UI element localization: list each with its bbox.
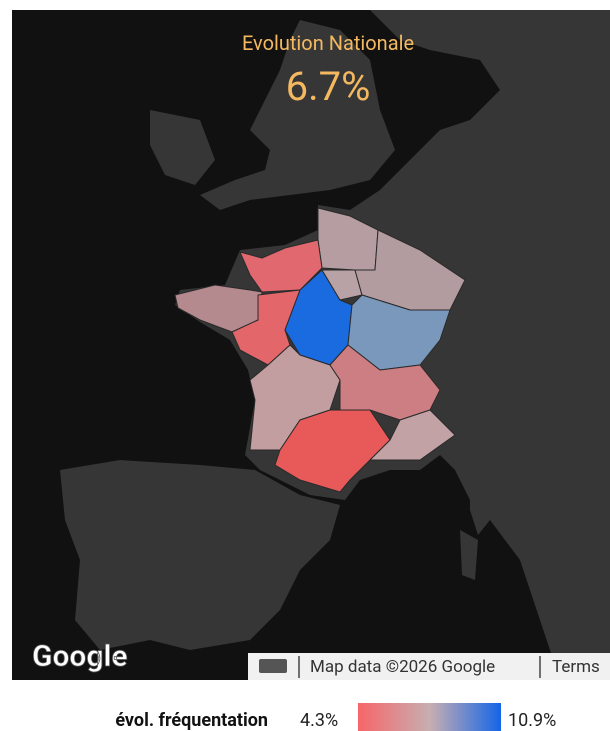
land	[200, 20, 395, 210]
google-logo: Google	[32, 639, 128, 674]
land	[150, 110, 215, 185]
legend-gradient	[358, 703, 501, 731]
title: Evolution Nationale	[242, 31, 414, 55]
map[interactable]: Evolution Nationale 6.7% Google Map data…	[12, 10, 610, 680]
legend-min: 4.3%	[300, 710, 338, 731]
region-normandie[interactable]	[239, 239, 323, 293]
attribution: Map data ©2026 Google	[310, 657, 495, 677]
attribution-bar	[248, 653, 610, 680]
region-paca[interactable]	[369, 409, 456, 461]
land	[60, 460, 340, 650]
terms-link[interactable]: Terms	[552, 657, 600, 677]
legend-label: évol. fréquentation	[115, 710, 268, 731]
keyboard-icon[interactable]	[259, 659, 287, 673]
land	[460, 480, 490, 580]
national-value: 6.7%	[286, 63, 371, 110]
legend-max: 10.9%	[508, 710, 556, 731]
